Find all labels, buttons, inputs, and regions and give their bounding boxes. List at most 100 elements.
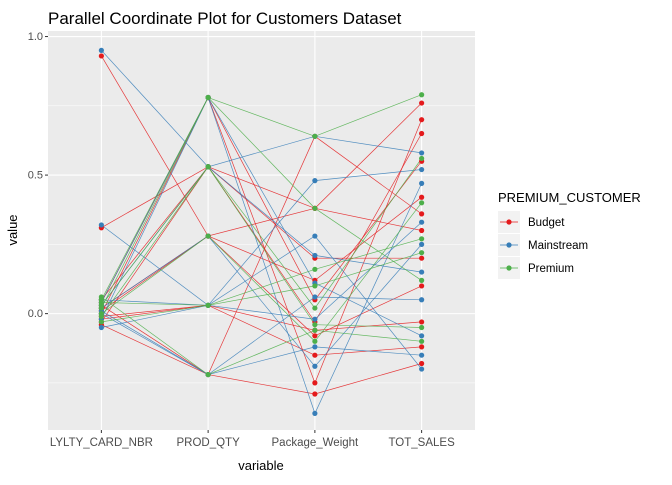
y-tick-label: 0.0 xyxy=(28,308,43,320)
series-line-budget xyxy=(101,324,422,395)
legend: PREMIUM_CUSTOMER Budget Mainstream Premium xyxy=(498,190,641,279)
data-point-budget xyxy=(312,391,318,397)
series-line-budget xyxy=(101,166,422,301)
data-point-mainstream xyxy=(312,294,318,300)
data-point-premium xyxy=(98,313,104,319)
legend-key-point xyxy=(506,265,512,271)
data-point-premium xyxy=(98,299,104,306)
data-point-premium xyxy=(205,302,211,308)
series-line-budget xyxy=(101,166,422,323)
data-point-budget xyxy=(419,319,425,325)
data-point-budget xyxy=(419,194,425,200)
series-line-premium xyxy=(101,202,422,342)
data-point-premium xyxy=(419,236,425,242)
data-point-mainstream xyxy=(312,344,318,350)
series-line-premium xyxy=(101,94,422,300)
data-points xyxy=(98,47,425,416)
data-point-premium xyxy=(312,283,318,289)
series-line-premium xyxy=(101,158,422,309)
data-point-premium xyxy=(312,205,318,211)
series-line-mainstream xyxy=(101,50,422,168)
series-line-budget xyxy=(101,133,422,323)
x-axis: LYLTY_CARD_NBR PROD_QTY Package_Weight TOT_… xyxy=(50,430,455,449)
data-point-premium xyxy=(419,155,425,162)
series-line-mainstream xyxy=(101,169,422,306)
legend-key-point xyxy=(506,219,512,225)
x-tick-label: LYLTY_CARD_NBR xyxy=(50,437,153,449)
legend-label-budget: Budget xyxy=(528,217,565,229)
data-point-mainstream xyxy=(312,316,318,322)
series-line-mainstream xyxy=(101,310,422,375)
series-line-budget xyxy=(101,96,422,314)
series-lines xyxy=(101,50,422,415)
data-point-mainstream xyxy=(419,269,425,275)
data-point-premium xyxy=(205,371,211,378)
data-point-mainstream xyxy=(419,241,425,247)
data-point-budget xyxy=(312,380,318,386)
series-line-mainstream xyxy=(101,96,422,337)
data-point-premium xyxy=(419,277,425,283)
y-tick-label: 0.5 xyxy=(28,170,43,182)
series-line-mainstream xyxy=(101,235,422,367)
data-point-mainstream xyxy=(312,410,318,416)
data-point-budget xyxy=(419,130,425,137)
data-point-budget xyxy=(312,333,318,339)
series-line-budget xyxy=(101,55,422,237)
data-point-premium xyxy=(419,92,425,98)
x-tick-label: Package_Weight xyxy=(272,437,360,449)
data-point-premium xyxy=(312,327,318,333)
data-point-premium xyxy=(419,250,425,256)
data-point-premium xyxy=(312,266,318,272)
data-point-mainstream xyxy=(312,178,318,184)
legend-title: PREMIUM_CUSTOMER xyxy=(498,190,641,205)
series-line-premium xyxy=(101,252,422,306)
data-point-mainstream xyxy=(312,252,318,259)
data-point-mainstream xyxy=(419,366,425,372)
data-point-mainstream xyxy=(419,150,425,156)
data-point-mainstream xyxy=(419,219,425,225)
data-point-budget xyxy=(98,53,104,59)
data-point-premium xyxy=(205,233,211,239)
data-point-mainstream xyxy=(98,324,104,331)
y-axis-label: value xyxy=(5,214,20,245)
chart-title: Parallel Coordinate Plot for Customers D… xyxy=(48,9,402,28)
plot-panel xyxy=(48,31,475,430)
series-line-premium xyxy=(101,166,422,328)
data-point-mainstream xyxy=(312,233,318,239)
data-point-premium xyxy=(205,94,211,101)
data-point-budget xyxy=(419,360,425,367)
series-line-mainstream xyxy=(101,296,422,376)
data-point-mainstream xyxy=(419,166,425,173)
data-point-budget xyxy=(419,255,425,261)
series-line-premium xyxy=(101,296,422,375)
data-point-premium xyxy=(98,319,104,325)
data-point-budget xyxy=(419,211,425,217)
data-point-budget xyxy=(419,283,425,289)
series-line-budget xyxy=(101,235,422,337)
data-point-premium xyxy=(312,305,318,311)
data-point-budget xyxy=(419,100,425,106)
data-point-premium xyxy=(419,338,425,344)
data-point-premium xyxy=(205,164,211,170)
legend-key-point xyxy=(506,242,512,248)
data-point-budget xyxy=(419,344,425,350)
data-point-premium xyxy=(312,338,318,344)
data-point-budget xyxy=(419,227,425,234)
data-point-mainstream xyxy=(312,363,318,369)
series-line-mainstream xyxy=(101,221,422,320)
y-tick-label: 1.0 xyxy=(28,31,43,43)
data-point-budget xyxy=(419,117,425,123)
data-point-premium xyxy=(312,133,318,139)
legend-label-mainstream: Mainstream xyxy=(528,240,588,252)
data-point-premium xyxy=(312,322,318,328)
data-point-mainstream xyxy=(419,180,425,186)
series-line-premium xyxy=(101,238,422,323)
data-point-mainstream xyxy=(98,47,104,53)
data-point-mainstream xyxy=(419,352,425,358)
data-point-premium xyxy=(419,200,425,206)
data-point-budget xyxy=(312,352,318,358)
y-axis: 0.0 0.5 1.0 xyxy=(28,31,48,320)
data-point-premium xyxy=(419,324,425,331)
